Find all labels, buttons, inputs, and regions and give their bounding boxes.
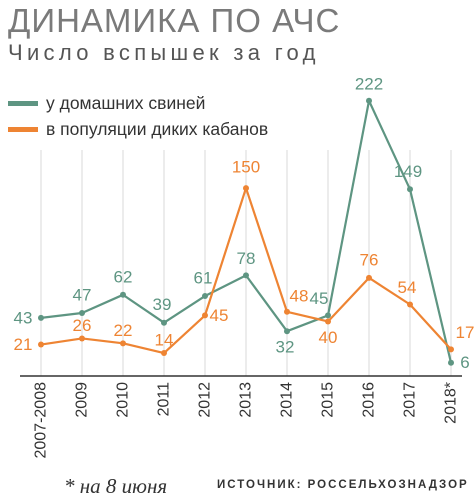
legend-swatch-wild — [8, 126, 38, 132]
x-tick-label-10: 2018* — [443, 382, 460, 424]
chart-subtitle: Число вспышек за год — [8, 40, 320, 65]
data-label-s0-10: 6 — [460, 353, 469, 372]
data-label-s0-3: 39 — [153, 295, 172, 314]
data-point-s0-5 — [243, 272, 249, 279]
x-tick-label-2: 2010 — [115, 382, 132, 418]
x-tick-label-9: 2017 — [402, 382, 419, 418]
data-label-s1-0: 21 — [14, 335, 33, 354]
legend-label-domestic: у домашних свиней — [46, 92, 206, 113]
data-point-s0-9 — [407, 186, 413, 193]
data-point-s1-4 — [202, 312, 208, 319]
chart-title: ДИНАМИКА ПО АЧС — [8, 2, 341, 39]
data-label-s0-4: 61 — [194, 269, 213, 288]
data-label-s0-0: 43 — [14, 308, 33, 327]
data-label-s1-6: 48 — [290, 286, 309, 305]
legend-item-wild: в популяции диких кабанов — [8, 116, 268, 142]
data-label-s0-7: 45 — [310, 289, 329, 308]
data-point-s0-1 — [79, 310, 85, 316]
x-tick-label-8: 2016 — [361, 382, 378, 418]
data-label-s0-2: 62 — [114, 267, 133, 286]
x-tick-label-6: 2014 — [279, 382, 296, 418]
data-point-s1-0 — [38, 341, 44, 348]
legend-label-wild: в популяции диких кабанов — [46, 118, 269, 139]
legend: у домашних свиней в популяции диких каба… — [8, 90, 268, 142]
data-label-s1-8: 76 — [360, 250, 379, 269]
footnote: * на 8 июня — [64, 474, 168, 498]
data-point-s0-8 — [366, 97, 372, 104]
data-label-s1-7: 40 — [319, 328, 338, 347]
legend-item-domestic: у домашних свиней — [8, 90, 268, 116]
data-point-s1-8 — [366, 274, 372, 281]
x-tick-label-3: 2011 — [156, 382, 173, 417]
data-label-s0-8: 222 — [355, 74, 383, 93]
data-label-s1-10: 17 — [456, 323, 475, 342]
data-point-s0-10 — [448, 359, 454, 366]
data-point-s0-4 — [202, 293, 208, 300]
data-point-s0-6 — [284, 328, 290, 335]
data-point-s1-7 — [325, 318, 331, 325]
data-point-s1-9 — [407, 301, 413, 308]
data-label-s1-2: 22 — [114, 321, 133, 340]
data-point-s0-7 — [325, 312, 331, 319]
data-label-s1-4: 45 — [210, 306, 229, 325]
data-label-s0-1: 47 — [73, 286, 92, 305]
legend-swatch-domestic — [8, 100, 38, 106]
data-point-s1-5 — [243, 185, 249, 192]
data-point-s0-2 — [120, 291, 126, 298]
data-point-s0-3 — [161, 319, 167, 326]
source-note: ИСТОЧНИК: РОССЕЛЬХОЗНАДЗОР — [217, 479, 469, 491]
data-label-s0-6: 32 — [276, 338, 295, 357]
x-tick-label-0: 2007-2008 — [33, 382, 50, 459]
data-label-s1-9: 54 — [398, 278, 417, 297]
data-label-s1-3: 14 — [155, 331, 174, 350]
data-point-s1-6 — [284, 308, 290, 315]
data-point-s1-2 — [120, 340, 126, 347]
data-label-s1-5: 150 — [232, 158, 260, 177]
data-point-s1-3 — [161, 350, 167, 357]
data-label-s0-9: 149 — [394, 162, 422, 181]
x-tick-label-7: 2015 — [320, 382, 337, 418]
data-point-s1-1 — [79, 335, 85, 342]
data-point-s0-0 — [38, 314, 44, 321]
data-point-s1-10 — [448, 346, 454, 353]
x-tick-label-1: 2009 — [74, 382, 91, 418]
data-label-s0-5: 78 — [237, 249, 256, 268]
data-label-s1-1: 26 — [73, 316, 92, 335]
x-tick-label-4: 2012 — [197, 382, 214, 418]
x-tick-label-5: 2013 — [238, 382, 255, 418]
